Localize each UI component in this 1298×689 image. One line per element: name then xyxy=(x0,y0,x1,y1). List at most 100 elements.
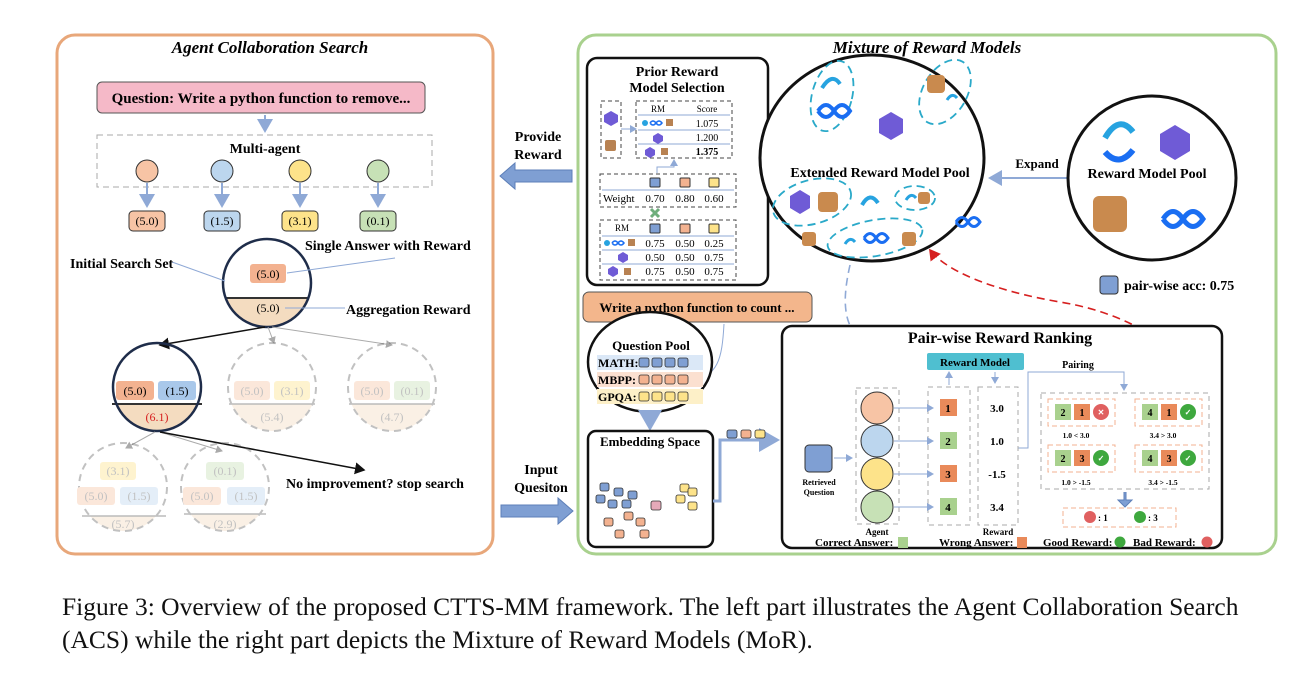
good-reward-icon xyxy=(1134,511,1146,523)
reward-model-label: Reward Model xyxy=(940,357,1010,369)
question-pool-title: Question Pool xyxy=(612,338,690,353)
qwen-icon xyxy=(1160,125,1190,160)
score-value: 1.375 xyxy=(696,147,719,158)
framework-diagram: Agent Collaboration Search Question: Wri… xyxy=(55,33,1278,556)
dataset-mbpp: MBPP: xyxy=(598,373,636,387)
down-arrow-icon xyxy=(1116,492,1134,508)
feedback-curve xyxy=(929,248,1222,516)
acc-value: 0.25 xyxy=(704,238,724,250)
mor-title: Mixture of Reward Models xyxy=(832,38,1022,57)
retrieved-question-label: Question xyxy=(804,488,835,497)
extended-pool-label: Extended Reward Model Pool xyxy=(790,166,969,181)
retrieved-question-icon xyxy=(804,444,833,473)
stop-search-label: No improvement? stop search xyxy=(286,477,464,492)
legend-bad: Bad Reward: xyxy=(1133,537,1196,549)
cross-icon: ✕ xyxy=(1098,408,1105,417)
check-icon: ✓ xyxy=(1185,408,1192,417)
answer-id: 2 xyxy=(945,436,951,448)
embedding-space: Embedding Space xyxy=(586,429,715,549)
answer-id: 3 xyxy=(945,469,951,481)
pair-b: 3 xyxy=(1080,454,1085,465)
infinity-icon xyxy=(1160,209,1207,229)
node-answer: (5.0) xyxy=(124,384,147,398)
reward-model-pool-label: Reward Model Pool xyxy=(1088,167,1207,182)
agent-collaboration-search-panel: Agent Collaboration Search Question: Wri… xyxy=(55,33,495,556)
question-pool: Question Pool MATH: MBPP: GPQA: xyxy=(586,310,714,414)
score-value: 1.075 xyxy=(696,119,719,130)
prior-reward-model-selection: Prior Reward Model Selection RM Score 1.… xyxy=(585,56,770,287)
pair-b: 3 xyxy=(1167,454,1172,465)
node-aggregate: (5.0) xyxy=(257,301,280,315)
single-answer-label: Single Answer with Reward xyxy=(305,239,471,254)
legend-correct: Correct Answer: xyxy=(815,537,893,549)
expand-label: Expand xyxy=(1015,156,1059,171)
figure-caption: Figure 3: Overview of the proposed CTTS-… xyxy=(62,592,1239,654)
agent-reward: (5.0) xyxy=(136,214,159,228)
pair-b: 1 xyxy=(1167,408,1172,419)
retrieved-question-text: Write a python function to count ... xyxy=(599,300,794,315)
pair-a: 2 xyxy=(1061,454,1066,465)
multiply-icon xyxy=(649,207,661,219)
provide-reward-arrow: Provide Reward xyxy=(499,130,573,191)
node-answer: (1.5) xyxy=(166,384,189,398)
pair-b: 1 xyxy=(1080,408,1085,419)
infinity-icon xyxy=(816,103,853,119)
question-text: Question: Write a python function to rem… xyxy=(112,91,411,107)
node-aggregate: (5.7) xyxy=(112,517,135,531)
ranking-title: Pair-wise Reward Ranking xyxy=(908,330,1092,347)
node-answer: (1.5) xyxy=(128,489,151,503)
prior-selection-title: Prior Reward xyxy=(636,65,719,80)
dataset-gpqa: GPQA: xyxy=(598,390,637,404)
pairwise-reward-ranking: Pair-wise Reward Ranking Reward Model Pa… xyxy=(780,324,1224,550)
multi-agent-label: Multi-agent xyxy=(230,142,301,157)
acc-value: 0.50 xyxy=(675,252,695,264)
table-header: Score xyxy=(697,104,718,114)
weight-value: 0.60 xyxy=(704,193,724,205)
agent-reward: (1.5) xyxy=(211,214,234,228)
check-icon: ✓ xyxy=(1098,454,1105,463)
node-answer: (0.1) xyxy=(401,384,424,398)
qwen-icon xyxy=(604,111,618,126)
node-answer: (5.0) xyxy=(85,489,108,503)
reward-column-label: Reward xyxy=(983,527,1014,537)
table-header: RM xyxy=(651,104,665,114)
reward-model-pool: Reward Model Pool xyxy=(1066,94,1238,262)
node-aggregate: (2.9) xyxy=(214,517,237,531)
ranking-legend: Correct Answer: Wrong Answer: Good Rewar… xyxy=(815,536,1213,549)
extended-reward-model-pool: Extended Reward Model Pool xyxy=(758,53,986,263)
pairing-label: Pairing xyxy=(1062,360,1094,371)
answer-id: 1 xyxy=(945,403,951,415)
tiger-icon xyxy=(1093,196,1127,232)
aggregation-reward-label: Aggregation Reward xyxy=(346,303,471,318)
acc-value: 0.50 xyxy=(675,238,695,250)
prior-selection-title: Model Selection xyxy=(629,81,724,96)
answer-reward: 3.0 xyxy=(990,403,1004,415)
acc-value: 0.50 xyxy=(645,252,665,264)
retrieved-question-label: Retrieved xyxy=(802,478,836,487)
agent-4 xyxy=(366,159,390,183)
acs-title: Agent Collaboration Search xyxy=(171,38,368,57)
pair-comparison: 1.0 > -1.5 xyxy=(1061,478,1091,487)
input-question-arrow: Input Quesiton xyxy=(500,463,574,526)
node-answer: (0.1) xyxy=(214,464,237,478)
weight-value: 0.80 xyxy=(675,193,695,205)
answer-reward: 1.0 xyxy=(990,436,1004,448)
qwen-icon xyxy=(879,112,903,140)
node-aggregate: (6.1) xyxy=(146,410,169,424)
tiger-icon xyxy=(605,140,616,151)
provide-reward-label: Reward xyxy=(514,148,562,163)
agent-reward: (3.1) xyxy=(289,214,312,228)
answer-reward: 3.4 xyxy=(990,502,1004,514)
agent-column-label: Agent xyxy=(866,527,889,537)
pairwise-acc-swatch xyxy=(1099,275,1119,295)
model-s-icon xyxy=(1102,121,1136,140)
node-answer: (5.0) xyxy=(191,489,214,503)
node-answer: (5.0) xyxy=(361,384,384,398)
weight-value: 0.70 xyxy=(645,193,665,205)
legend-good: Good Reward: xyxy=(1043,537,1112,549)
pair-a: 2 xyxy=(1061,408,1066,419)
tiger-icon xyxy=(927,75,945,93)
agent-1 xyxy=(135,159,159,183)
acc-value: 0.75 xyxy=(645,238,665,250)
